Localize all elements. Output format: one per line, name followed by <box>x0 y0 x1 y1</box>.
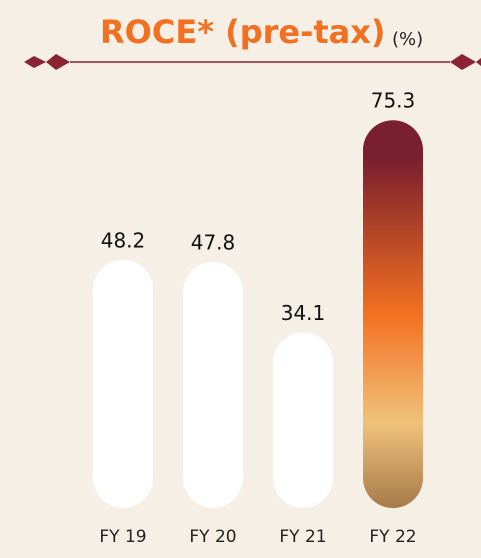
value-label: 34.1 <box>281 301 326 325</box>
bar <box>93 259 153 508</box>
bar <box>363 120 423 508</box>
x-tick-label: FY 21 <box>279 527 326 547</box>
x-tick-label: FY 22 <box>369 527 416 547</box>
divider <box>24 54 481 70</box>
x-tick-label: FY 19 <box>99 527 146 547</box>
bar <box>183 261 243 508</box>
value-label: 47.8 <box>191 230 236 254</box>
value-label: 48.2 <box>101 228 146 252</box>
bar <box>273 332 333 508</box>
chart-title: ROCE* (pre-tax) <box>100 13 386 51</box>
unit-label: (%) <box>392 29 423 50</box>
x-tick-label: FY 20 <box>189 527 236 547</box>
value-label: 75.3 <box>371 89 416 113</box>
